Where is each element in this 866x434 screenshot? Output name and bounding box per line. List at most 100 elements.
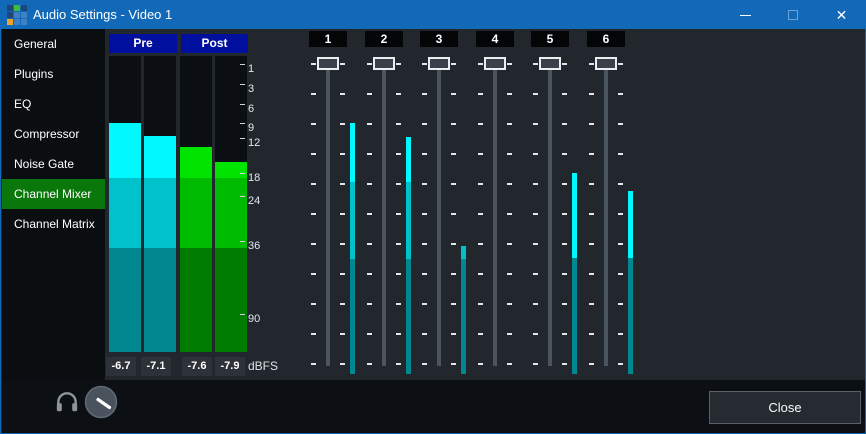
fader-tick (396, 363, 401, 365)
fader-tick (451, 243, 456, 245)
sidebar-item-channel-matrix[interactable]: Channel Matrix (2, 209, 105, 239)
app-icon (7, 5, 27, 25)
channel-fader-track-4[interactable] (493, 58, 497, 366)
fader-tick (589, 153, 594, 155)
channel-fader-track-3[interactable] (437, 58, 441, 366)
fader-tick (396, 153, 401, 155)
fader-tick (311, 63, 316, 65)
sidebar-item-channel-mixer[interactable]: Channel Mixer (2, 179, 105, 209)
fader-tick (478, 363, 483, 365)
channel-meter-segment (461, 246, 466, 259)
app-icon-square (21, 12, 27, 18)
fader-tick (422, 303, 427, 305)
fader-tick (533, 63, 538, 65)
headphone-volume-knob[interactable] (83, 384, 119, 420)
channel-header-5: 5 (531, 31, 569, 47)
channel-meter-segment (628, 191, 633, 258)
channel-meter-segment (406, 182, 411, 259)
fader-tick (311, 153, 316, 155)
channel-meter-segment (350, 259, 355, 374)
fader-tick (507, 333, 512, 335)
fader-tick (396, 273, 401, 275)
fader-tick (396, 63, 401, 65)
fader-tick (451, 63, 456, 65)
scale-label: 12 (248, 136, 260, 150)
channel-fader-track-1[interactable] (326, 58, 330, 366)
sidebar-item-general[interactable]: General (2, 29, 105, 59)
fader-tick (396, 333, 401, 335)
fader-tick (367, 273, 372, 275)
app-icon-square (14, 19, 20, 25)
fader-tick (533, 363, 538, 365)
close-button[interactable]: Close (709, 391, 861, 424)
fader-tick (451, 183, 456, 185)
fader-tick (451, 363, 456, 365)
fader-tick (422, 123, 427, 125)
fader-tick (422, 333, 427, 335)
fader-tick (533, 153, 538, 155)
fader-tick (451, 123, 456, 125)
channel-fader-handle-5[interactable] (539, 57, 561, 70)
channel-fader-track-6[interactable] (604, 58, 608, 366)
meter-group-header-pre: Pre (109, 34, 177, 53)
fader-tick (589, 63, 594, 65)
headphones-icon[interactable] (54, 389, 80, 415)
fader-tick (340, 153, 345, 155)
sidebar-item-noise-gate[interactable]: Noise Gate (2, 149, 105, 179)
channel-fader-handle-1[interactable] (317, 57, 339, 70)
fader-tick (618, 153, 623, 155)
fader-tick (533, 273, 538, 275)
fader-tick (507, 243, 512, 245)
channel-fader-handle-2[interactable] (373, 57, 395, 70)
meter-readout-pre-right: -7.1 (141, 357, 171, 376)
channel-fader-handle-6[interactable] (595, 57, 617, 70)
scale-label: 1 (248, 62, 254, 76)
scale-label: 18 (248, 171, 260, 185)
scale-label: 36 (248, 239, 260, 253)
maximize-button[interactable] (769, 1, 816, 29)
channel-header-4: 4 (476, 31, 514, 47)
app-icon-square (14, 5, 20, 11)
fader-tick (396, 183, 401, 185)
fader-tick (589, 93, 594, 95)
fader-tick (478, 123, 483, 125)
close-window-button[interactable]: ✕ (818, 1, 865, 29)
fader-tick (533, 123, 538, 125)
fader-tick (618, 243, 623, 245)
meter-readout-post-left: -7.6 (182, 357, 212, 376)
fader-tick (478, 303, 483, 305)
channel-fader-track-5[interactable] (548, 58, 552, 366)
level-meter-post-right (215, 56, 247, 352)
channel-header-6: 6 (587, 31, 625, 47)
fader-tick (618, 93, 623, 95)
fader-tick (533, 93, 538, 95)
fader-tick (589, 243, 594, 245)
fader-tick (311, 183, 316, 185)
channel-header-2: 2 (365, 31, 403, 47)
sidebar-item-compressor[interactable]: Compressor (2, 119, 105, 149)
sidebar-item-eq[interactable]: EQ (2, 89, 105, 119)
scale-tick (240, 241, 245, 242)
fader-tick (311, 243, 316, 245)
fader-tick (367, 153, 372, 155)
channel-fader-handle-4[interactable] (484, 57, 506, 70)
meter-segment (109, 123, 141, 178)
channel-fader-handle-3[interactable] (428, 57, 450, 70)
maximize-icon (788, 10, 798, 20)
fader-tick (422, 363, 427, 365)
scale-tick (240, 84, 245, 85)
window-title: Audio Settings - Video 1 (33, 1, 172, 29)
meter-segment (144, 136, 176, 178)
fader-tick (451, 93, 456, 95)
fader-tick (507, 183, 512, 185)
fader-tick (618, 123, 623, 125)
scale-tick (240, 314, 245, 315)
fader-tick (478, 63, 483, 65)
channel-fader-track-2[interactable] (382, 58, 386, 366)
meter-segment (109, 178, 141, 248)
minimize-button[interactable] (722, 1, 769, 29)
channel-meter-segment (406, 259, 411, 374)
meter-segment (215, 248, 247, 352)
fader-tick (340, 213, 345, 215)
sidebar-item-plugins[interactable]: Plugins (2, 59, 105, 89)
